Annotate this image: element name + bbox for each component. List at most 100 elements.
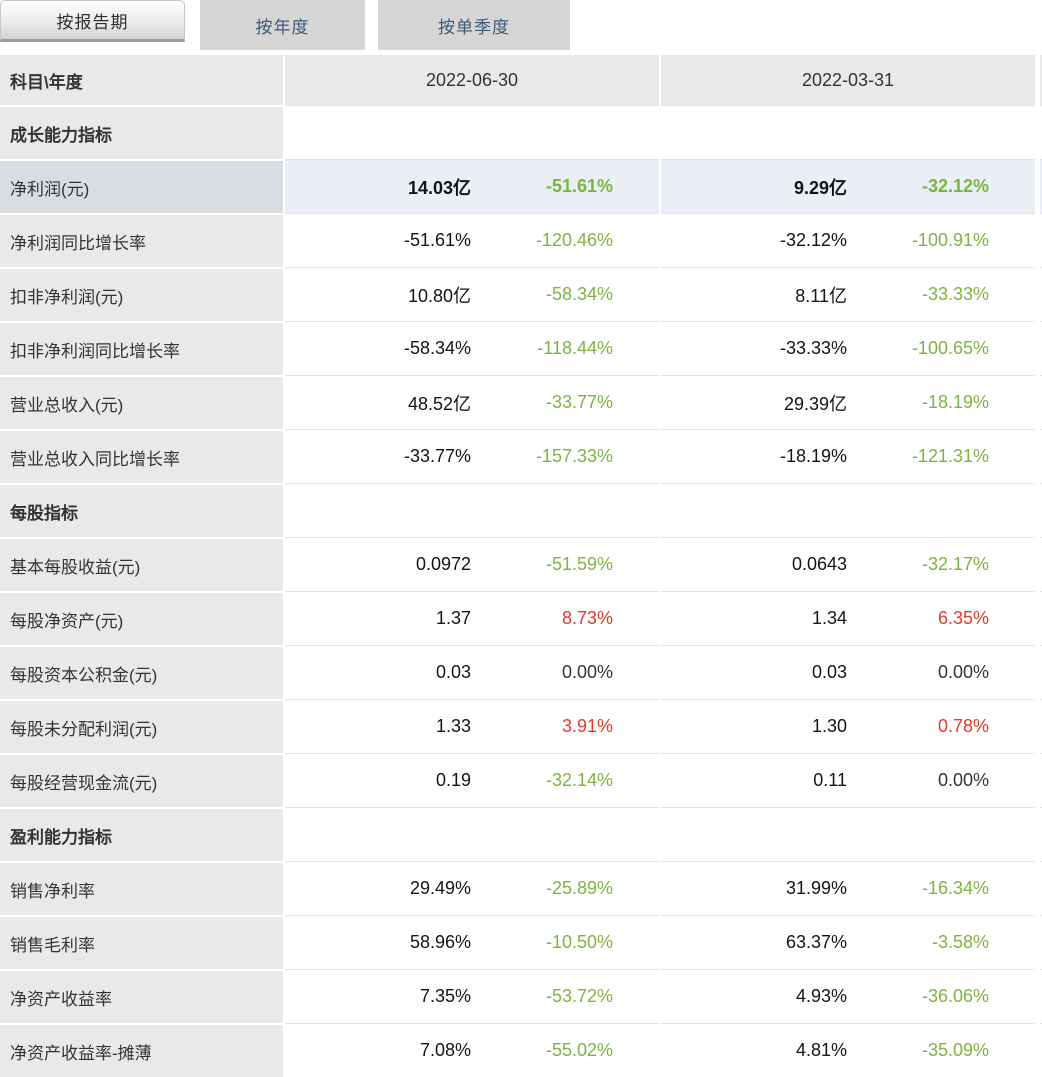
clipped-next-column bbox=[1040, 753, 1042, 807]
pct-change-text: -118.44% bbox=[537, 338, 613, 358]
column-divider bbox=[1035, 699, 1040, 753]
clipped-next-column bbox=[1040, 1023, 1042, 1077]
table-header-row: 科目\年度 2022-06-30 2022-03-31 bbox=[0, 55, 1042, 105]
pct-change-text: 0.00% bbox=[937, 662, 989, 682]
table-row: 营业总收入(元) 48.52亿 -33.77% 29.39亿 -18.19% bbox=[0, 375, 1042, 429]
pct-change-text: -10.50% bbox=[545, 932, 613, 952]
value-text: 1.34 bbox=[811, 608, 847, 628]
column-divider bbox=[1035, 429, 1040, 483]
pct-change-text: -36.06% bbox=[921, 986, 989, 1006]
pct-change-text: -35.09% bbox=[921, 1040, 989, 1060]
column-divider bbox=[659, 321, 661, 375]
value-cell: 63.37% -3.58% bbox=[661, 915, 1035, 969]
column-divider bbox=[283, 375, 285, 429]
pct-change-text: -32.14% bbox=[545, 770, 613, 790]
pct-change-text: -32.17% bbox=[921, 554, 989, 574]
column-divider bbox=[1035, 807, 1040, 861]
value-text: -33.33% bbox=[779, 338, 847, 358]
value-text: 0.11 bbox=[813, 770, 847, 790]
column-divider bbox=[659, 753, 661, 807]
column-divider bbox=[659, 1023, 661, 1077]
column-divider bbox=[283, 915, 285, 969]
value-cell: 29.39亿 -18.19% bbox=[661, 375, 1035, 429]
value-cell bbox=[661, 807, 1035, 861]
row-label: 基本每股收益(元) bbox=[0, 537, 283, 591]
column-divider bbox=[283, 1023, 285, 1077]
value-text: 48.52亿 bbox=[407, 393, 471, 414]
column-divider bbox=[1035, 159, 1040, 213]
column-divider bbox=[659, 645, 661, 699]
value-text: 1.30 bbox=[811, 716, 847, 736]
row-label: 营业总收入同比增长率 bbox=[0, 429, 283, 483]
table-row: 每股净资产(元) 1.37 8.73% 1.34 6.35% bbox=[0, 591, 1042, 645]
row-label: 每股净资产(元) bbox=[0, 591, 283, 645]
pct-change-text: -157.33% bbox=[535, 446, 613, 466]
value-cell bbox=[661, 105, 1035, 159]
clipped-next-column bbox=[1040, 321, 1042, 375]
value-cell bbox=[285, 483, 659, 537]
tab-by-report-period[interactable]: 按报告期 bbox=[0, 0, 185, 42]
section-row: 盈利能力指标 bbox=[0, 807, 1042, 861]
row-label: 扣非净利润同比增长率 bbox=[0, 321, 283, 375]
column-divider bbox=[283, 267, 285, 321]
row-label: 净利润(元) bbox=[0, 159, 283, 213]
tab-by-year[interactable]: 按年度 bbox=[200, 0, 365, 50]
value-text: 0.03 bbox=[435, 662, 471, 682]
value-cell: 58.96% -10.50% bbox=[285, 915, 659, 969]
financial-indicators-table: 科目\年度 2022-06-30 2022-03-31 成长能力指标 净利润(元)… bbox=[0, 55, 1042, 1077]
value-text: 31.99% bbox=[785, 878, 847, 898]
value-cell: 48.52亿 -33.77% bbox=[285, 375, 659, 429]
column-divider bbox=[1035, 915, 1040, 969]
column-divider bbox=[659, 915, 661, 969]
value-text: 7.35% bbox=[419, 986, 471, 1006]
column-divider bbox=[1035, 1023, 1040, 1077]
clipped-next-column bbox=[1040, 537, 1042, 591]
tab-by-single-quarter[interactable]: 按单季度 bbox=[378, 0, 570, 50]
column-divider bbox=[659, 537, 661, 591]
header-period-1: 2022-06-30 bbox=[285, 55, 659, 105]
column-divider bbox=[1035, 55, 1040, 105]
value-text: -33.77% bbox=[403, 446, 471, 466]
value-text: 4.93% bbox=[795, 986, 847, 1006]
column-divider bbox=[659, 105, 661, 159]
clipped-next-column bbox=[1040, 375, 1042, 429]
value-cell: 0.19 -32.14% bbox=[285, 753, 659, 807]
value-cell: 0.0972 -51.59% bbox=[285, 537, 659, 591]
value-cell: 8.11亿 -33.33% bbox=[661, 267, 1035, 321]
value-cell: 7.35% -53.72% bbox=[285, 969, 659, 1023]
value-text: 0.0643 bbox=[791, 554, 847, 574]
column-divider bbox=[283, 321, 285, 375]
column-divider bbox=[1035, 105, 1040, 159]
clipped-next-column bbox=[1040, 969, 1042, 1023]
section-row: 成长能力指标 bbox=[0, 105, 1042, 159]
column-divider bbox=[283, 537, 285, 591]
pct-change-text: -121.31% bbox=[911, 446, 989, 466]
row-label: 每股资本公积金(元) bbox=[0, 645, 283, 699]
clipped-next-column bbox=[1040, 159, 1042, 213]
table-row: 扣非净利润同比增长率 -58.34% -118.44% -33.33% -100.65% bbox=[0, 321, 1042, 375]
column-divider bbox=[659, 807, 661, 861]
clipped-next-column bbox=[1040, 483, 1042, 537]
row-label: 销售净利率 bbox=[0, 861, 283, 915]
clipped-next-column bbox=[1040, 213, 1042, 267]
value-cell: 7.08% -55.02% bbox=[285, 1023, 659, 1077]
value-cell: -18.19% -121.31% bbox=[661, 429, 1035, 483]
column-divider bbox=[283, 159, 285, 213]
value-cell: 9.29亿 -32.12% bbox=[661, 159, 1035, 213]
value-text: -18.19% bbox=[779, 446, 847, 466]
value-text: 58.96% bbox=[409, 932, 471, 952]
pct-change-text: 8.73% bbox=[561, 608, 613, 628]
value-text: 29.49% bbox=[409, 878, 471, 898]
column-divider bbox=[659, 591, 661, 645]
clipped-next-column bbox=[1040, 591, 1042, 645]
clipped-next-column bbox=[1040, 645, 1042, 699]
value-cell: -33.33% -100.65% bbox=[661, 321, 1035, 375]
pct-change-text: -58.34% bbox=[545, 284, 613, 304]
value-text: 0.19 bbox=[435, 770, 471, 790]
row-label: 净利润同比增长率 bbox=[0, 213, 283, 267]
column-divider bbox=[283, 753, 285, 807]
value-text: 63.37% bbox=[785, 932, 847, 952]
header-subject-label: 科目\年度 bbox=[0, 55, 283, 105]
value-cell: 1.33 3.91% bbox=[285, 699, 659, 753]
column-divider bbox=[1035, 861, 1040, 915]
